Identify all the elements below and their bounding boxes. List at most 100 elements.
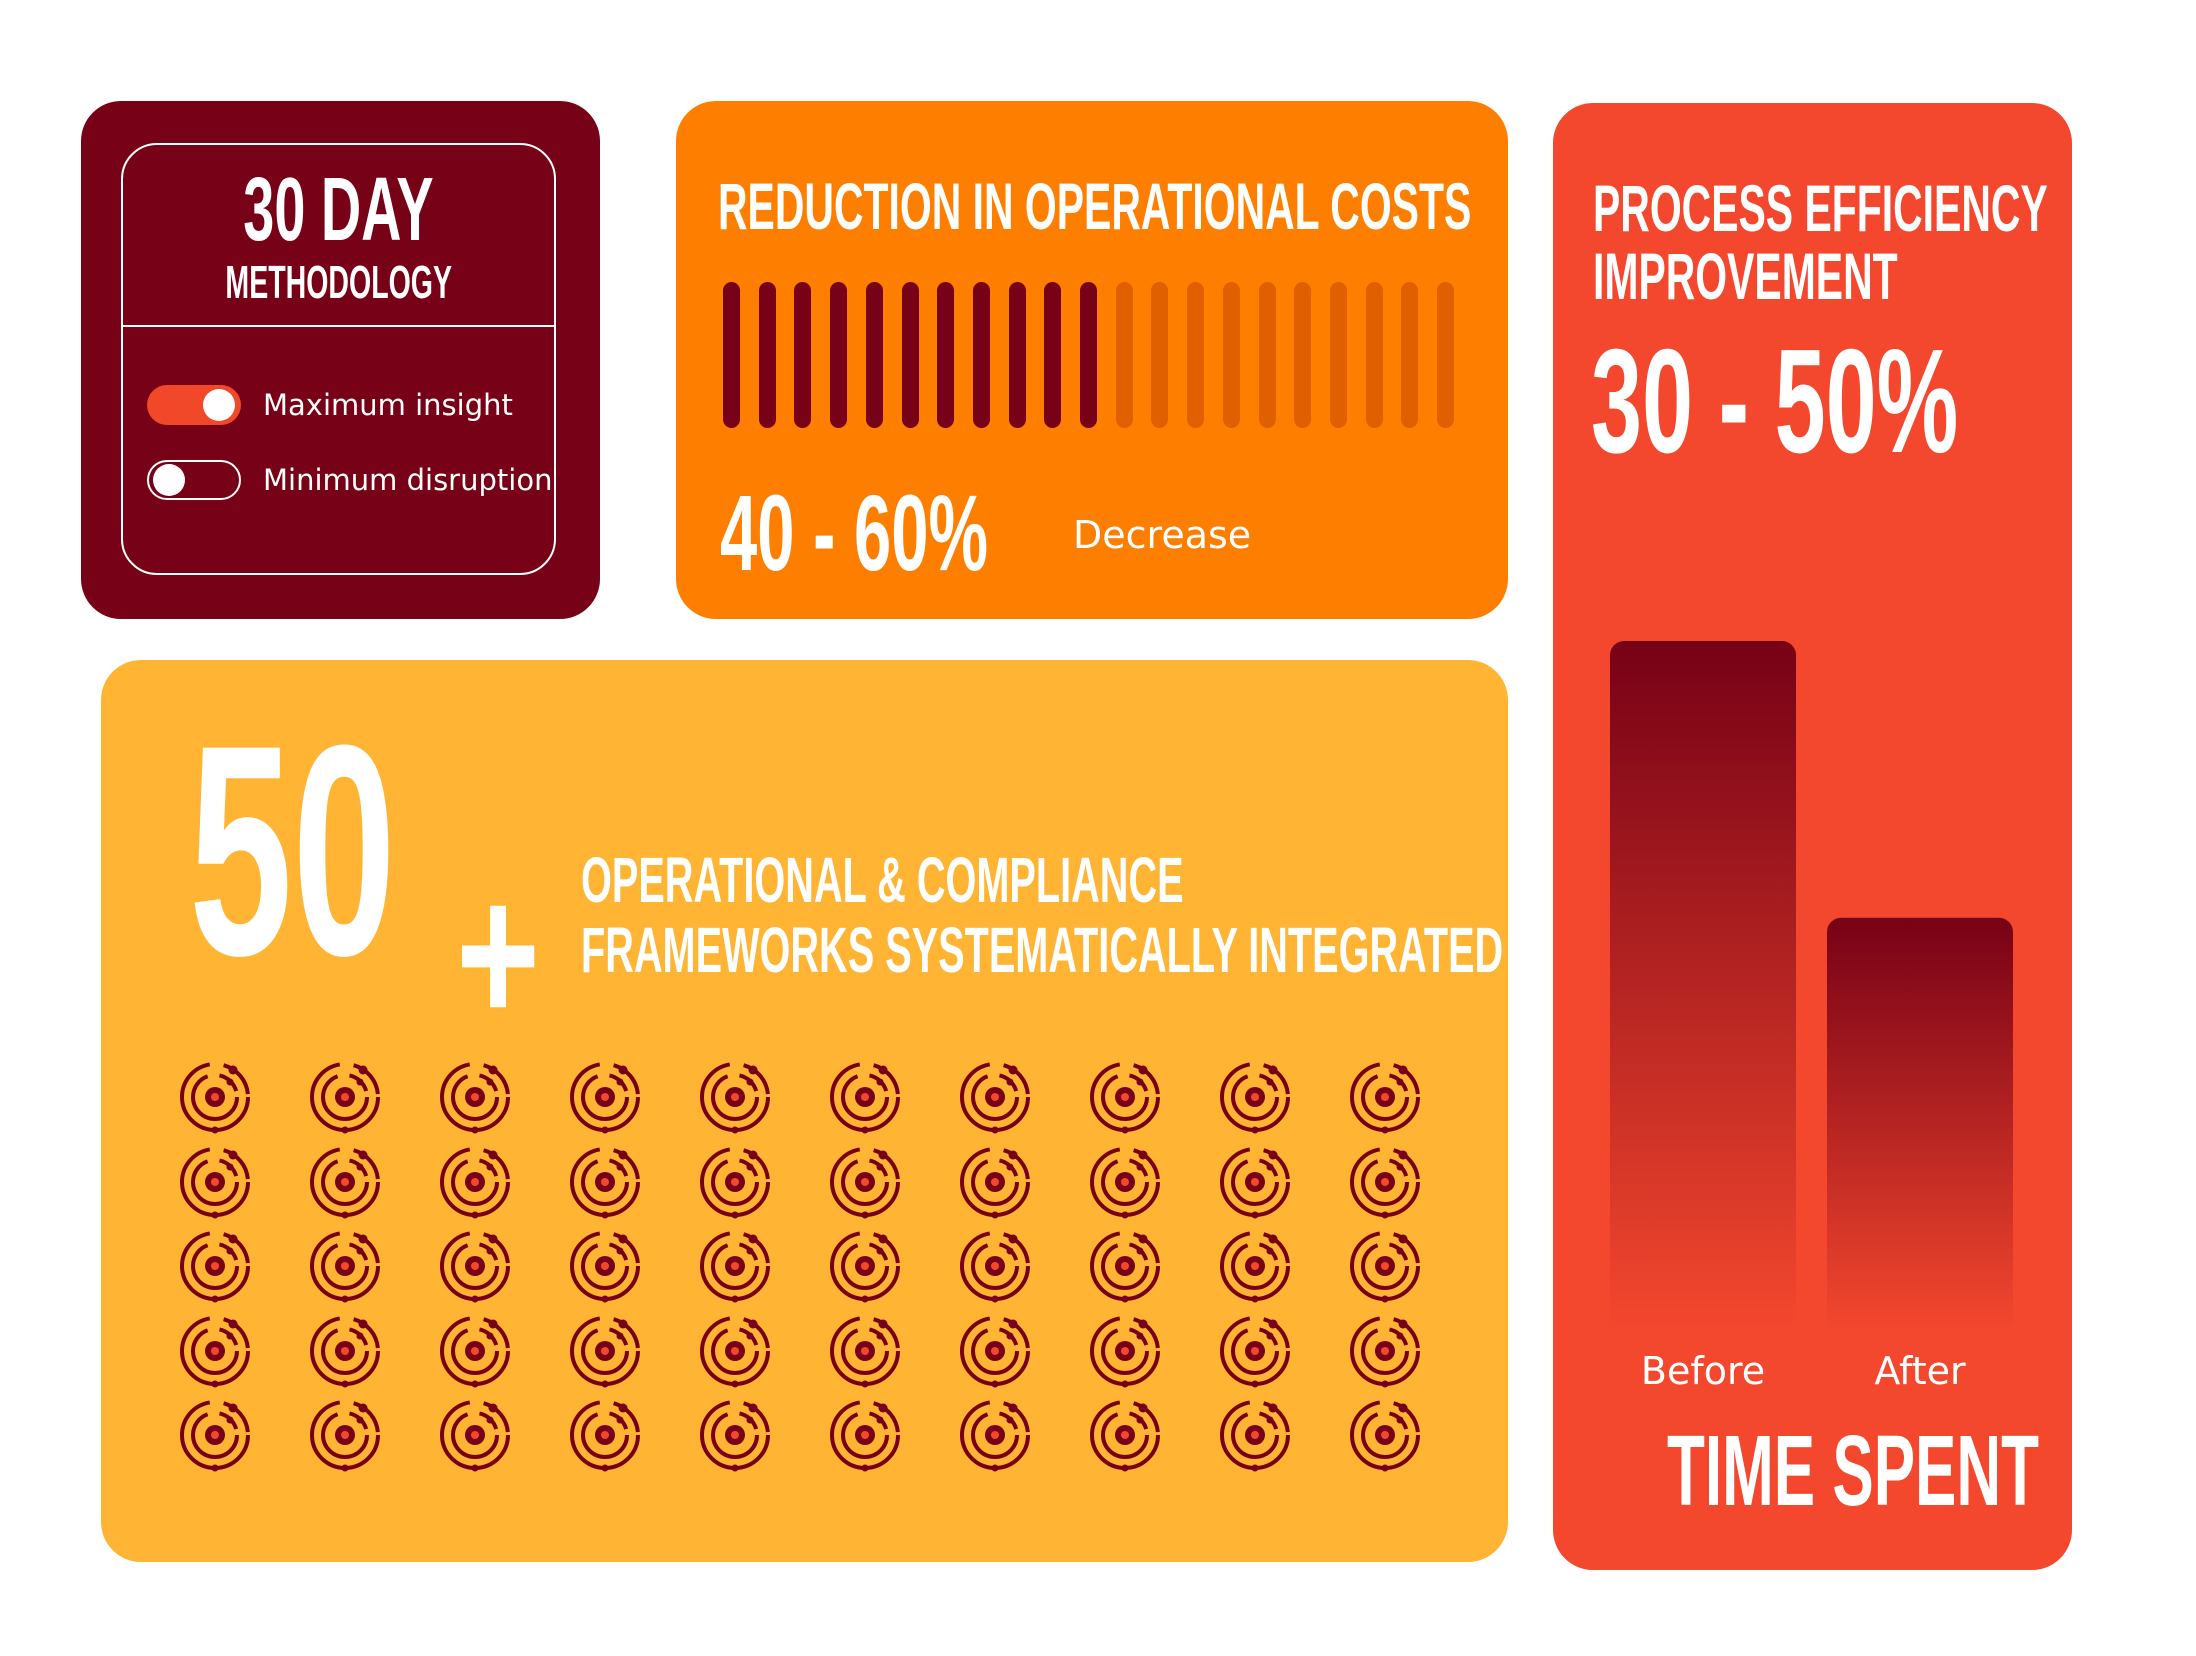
maximum-insight-label: Maximum insight bbox=[263, 388, 513, 422]
framework-orbit-icon bbox=[958, 1314, 1032, 1388]
framework-orbit-icon bbox=[1218, 1060, 1292, 1134]
maximum-insight-toggle[interactable] bbox=[147, 385, 241, 425]
progress-bar-filled bbox=[865, 282, 883, 428]
framework-orbit-icon bbox=[568, 1060, 642, 1134]
framework-orbit-icon bbox=[308, 1229, 382, 1303]
framework-orbit-icon bbox=[1348, 1314, 1422, 1388]
progress-bar-filled bbox=[794, 282, 812, 428]
framework-orbit-icon bbox=[438, 1398, 512, 1472]
framework-orbit-icon bbox=[1088, 1314, 1162, 1388]
progress-bar-filled bbox=[758, 282, 776, 428]
framework-orbit-icon bbox=[1218, 1229, 1292, 1303]
framework-orbit-icon bbox=[698, 1314, 772, 1388]
framework-orbit-icon bbox=[308, 1398, 382, 1472]
progress-bar-filled bbox=[830, 282, 848, 428]
frameworks-description: OPERATIONAL & COMPLIANCE FRAMEWORKS SYST… bbox=[581, 848, 2068, 988]
framework-orbit-icon bbox=[1218, 1398, 1292, 1472]
frameworks-card: 50 + OPERATIONAL & COMPLIANCE FRAMEWORKS… bbox=[101, 660, 1508, 1562]
progress-bar-empty bbox=[1115, 282, 1133, 428]
framework-orbit-icon bbox=[958, 1060, 1032, 1134]
efficiency-title-line-2: IMPROVEMENT bbox=[1593, 239, 1898, 313]
methodology-panel: 30 DAY METHODOLOGY Maximum insight Minim… bbox=[121, 143, 556, 575]
framework-orbit-icon bbox=[828, 1060, 902, 1134]
framework-orbit-icon bbox=[1218, 1145, 1292, 1219]
methodology-title-big: 30 DAY bbox=[243, 160, 434, 260]
chart-bar-before bbox=[1610, 641, 1796, 1333]
cost-reduction-title: REDUCTION IN OPERATIONAL COSTS bbox=[718, 169, 1472, 243]
framework-orbit-icon bbox=[1348, 1229, 1422, 1303]
framework-orbit-icon bbox=[698, 1229, 772, 1303]
methodology-title-small: METHODOLOGY bbox=[225, 256, 452, 308]
framework-orbit-icon bbox=[438, 1145, 512, 1219]
framework-orbit-icon bbox=[178, 1314, 252, 1388]
time-spent-chart bbox=[1610, 641, 2013, 1333]
framework-orbit-icon bbox=[828, 1145, 902, 1219]
framework-orbit-icon bbox=[438, 1229, 512, 1303]
frameworks-line-2: FRAMEWORKS SYSTEMATICALLY INTEGRATED bbox=[581, 914, 1504, 986]
framework-orbit-icon bbox=[958, 1398, 1032, 1472]
toggle-knob bbox=[203, 389, 235, 421]
progress-bar-filled bbox=[937, 282, 955, 428]
progress-bar-empty bbox=[1365, 282, 1383, 428]
framework-orbit-icon bbox=[958, 1145, 1032, 1219]
efficiency-card: PROCESS EFFICIENCY IMPROVEMENT 30 - 50% … bbox=[1553, 103, 2072, 1570]
framework-orbit-icon bbox=[308, 1060, 382, 1134]
framework-orbit-icon bbox=[698, 1060, 772, 1134]
toggle-row-maximum-insight[interactable]: Maximum insight bbox=[147, 385, 513, 425]
progress-bar-empty bbox=[1294, 282, 1312, 428]
progress-bar-filled bbox=[1008, 282, 1026, 428]
minimum-disruption-label: Minimum disruption bbox=[263, 463, 553, 497]
framework-orbit-icon bbox=[1348, 1398, 1422, 1472]
framework-orbit-icon bbox=[308, 1145, 382, 1219]
progress-bar-empty bbox=[1437, 282, 1454, 428]
framework-orbit-icon bbox=[438, 1060, 512, 1134]
frameworks-number: 50 bbox=[189, 682, 396, 1018]
framework-orbit-icon bbox=[698, 1398, 772, 1472]
framework-orbit-icon bbox=[1348, 1060, 1422, 1134]
progress-bar-empty bbox=[1187, 282, 1205, 428]
framework-orbit-icon bbox=[568, 1229, 642, 1303]
framework-orbit-icon bbox=[1088, 1145, 1162, 1219]
framework-orbit-icon bbox=[1218, 1314, 1292, 1388]
methodology-divider bbox=[123, 325, 554, 327]
efficiency-title: PROCESS EFFICIENCY IMPROVEMENT bbox=[1593, 175, 2196, 311]
toggle-knob bbox=[153, 464, 185, 496]
progress-bar-empty bbox=[1329, 282, 1347, 428]
progress-bar-empty bbox=[1151, 282, 1169, 428]
cost-reduction-card: REDUCTION IN OPERATIONAL COSTS 40 - 60% … bbox=[676, 101, 1508, 619]
framework-orbit-icon bbox=[178, 1060, 252, 1134]
cost-reduction-suffix: Decrease bbox=[1073, 513, 1252, 557]
efficiency-footer: TIME SPENT bbox=[1553, 1421, 2072, 1521]
framework-orbit-icon bbox=[1088, 1229, 1162, 1303]
minimum-disruption-toggle[interactable] bbox=[147, 460, 241, 500]
chart-bar-after bbox=[1827, 917, 2013, 1333]
framework-orbit-icon bbox=[698, 1145, 772, 1219]
progress-bar-filled bbox=[972, 282, 990, 428]
framework-orbit-icon bbox=[828, 1314, 902, 1388]
progress-bar-filled bbox=[1044, 282, 1062, 428]
time-spent-label: TIME SPENT bbox=[1667, 1415, 2040, 1527]
framework-icon-grid bbox=[178, 1060, 1420, 1500]
framework-orbit-icon bbox=[1348, 1145, 1422, 1219]
framework-orbit-icon bbox=[178, 1145, 252, 1219]
progress-bar-filled bbox=[1080, 282, 1097, 428]
framework-orbit-icon bbox=[568, 1398, 642, 1472]
progress-bar-empty bbox=[1222, 282, 1240, 428]
framework-orbit-icon bbox=[568, 1314, 642, 1388]
framework-orbit-icon bbox=[308, 1314, 382, 1388]
chart-category-label-after: After bbox=[1874, 1349, 1966, 1393]
framework-orbit-icon bbox=[828, 1398, 902, 1472]
toggle-row-minimum-disruption[interactable]: Minimum disruption bbox=[147, 460, 552, 500]
cost-reduction-value: 40 - 60% bbox=[720, 472, 989, 593]
framework-orbit-icon bbox=[438, 1314, 512, 1388]
progress-bar-empty bbox=[1258, 282, 1276, 428]
progress-bar-filled bbox=[901, 282, 919, 428]
efficiency-title-line-1: PROCESS EFFICIENCY bbox=[1593, 171, 2048, 245]
progress-bar-filled bbox=[723, 282, 740, 428]
efficiency-value: 30 - 50% bbox=[1591, 319, 1959, 484]
methodology-card: 30 DAY METHODOLOGY Maximum insight Minim… bbox=[81, 101, 600, 619]
methodology-title: 30 DAY METHODOLOGY bbox=[123, 165, 554, 305]
framework-orbit-icon bbox=[1088, 1060, 1162, 1134]
frameworks-line-1: OPERATIONAL & COMPLIANCE bbox=[581, 844, 1184, 916]
framework-orbit-icon bbox=[1088, 1398, 1162, 1472]
